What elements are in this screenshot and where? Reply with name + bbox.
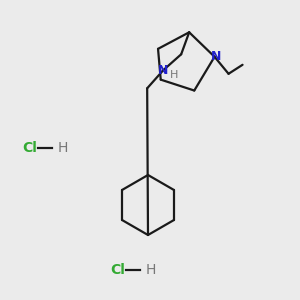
Text: Cl: Cl xyxy=(22,141,37,155)
Text: H: H xyxy=(146,263,156,277)
Text: N: N xyxy=(158,64,168,77)
Text: H: H xyxy=(58,141,68,155)
Text: H: H xyxy=(170,70,178,80)
Text: N: N xyxy=(212,50,222,63)
Text: Cl: Cl xyxy=(110,263,125,277)
